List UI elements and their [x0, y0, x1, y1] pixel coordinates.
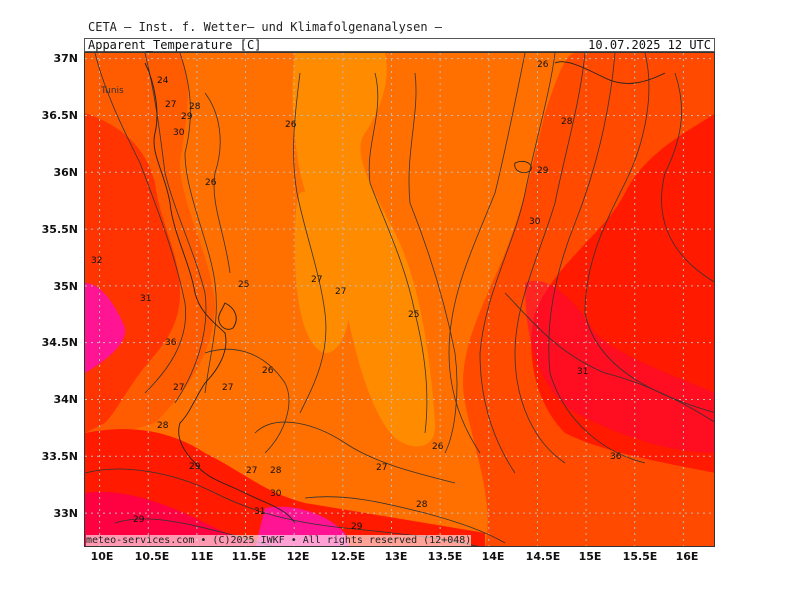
contour-label: 30 [173, 128, 185, 138]
title-bar: Apparent_Temperature [C] 10.07.2025 12 U… [84, 38, 715, 52]
copyright-footer: meteo-services.com • (C)2025 IWKF • All … [86, 535, 472, 546]
contour-label: 30 [529, 217, 541, 227]
lon-label-11-5: 11.5E [231, 550, 267, 563]
field-south-32 [85, 492, 274, 546]
contour-label: 31 [140, 294, 151, 304]
contour-label: 29 [537, 166, 549, 176]
field-east-32 [525, 280, 714, 453]
lon-label-15-5: 15.5E [622, 550, 658, 563]
datetime-label: 10.07.2025 12 UTC [588, 38, 711, 52]
contour-label: 25 [408, 310, 419, 320]
contour-label: 32 [91, 256, 102, 266]
contour-label: 26 [262, 366, 274, 376]
contour-label: 36 [610, 452, 622, 462]
contour-label: 31 [577, 367, 588, 377]
contour-label: 29 [133, 515, 145, 525]
lon-label-10-5: 10.5E [134, 550, 170, 563]
contour-label: 29 [189, 462, 201, 472]
lat-label-36-5: 36.5N [41, 109, 78, 122]
lon-label-16: 16E [675, 550, 699, 563]
lat-label-34: 34N [53, 393, 78, 406]
contour-label: 27 [246, 466, 257, 476]
lon-label-10: 10E [90, 550, 114, 563]
contour-label: 29 [181, 112, 193, 122]
field-band-24 [292, 53, 436, 447]
contour-label: 31 [254, 507, 265, 517]
contour-label: 26 [432, 442, 444, 452]
contour-label: 28 [561, 117, 573, 127]
variable-label: Apparent_Temperature [C] [88, 38, 262, 52]
contour-label: 30 [270, 489, 282, 499]
lon-label-12-5: 12.5E [330, 550, 366, 563]
contour-label: 25 [238, 280, 249, 290]
lon-label-13-5: 13.5E [427, 550, 463, 563]
lat-label-37: 37N [53, 52, 78, 65]
contour-label: 27 [335, 287, 346, 297]
city-label: Tunis [100, 86, 124, 96]
contour-label: 28 [416, 500, 428, 510]
contour-label: 27 [222, 383, 233, 393]
lon-label-13: 13E [384, 550, 408, 563]
contour-label: 29 [351, 522, 363, 532]
lon-label-14: 14E [481, 550, 505, 563]
lat-label-33-5: 33.5N [41, 450, 78, 463]
contour-label: 28 [270, 466, 282, 476]
lat-label-33: 33N [53, 507, 78, 520]
lon-label-11: 11E [190, 550, 214, 563]
header-title: CETA — Inst. f. Wetter— und Klimafolgena… [88, 20, 443, 34]
lat-label-34-5: 34.5N [41, 336, 78, 349]
lat-label-35-5: 35.5N [41, 223, 78, 236]
contour-label: 26 [537, 60, 549, 70]
lon-label-15: 15E [578, 550, 602, 563]
lat-lon-grid [85, 53, 714, 546]
contour-label: 26 [205, 178, 217, 188]
lat-label-35: 35N [53, 280, 78, 293]
contour-label: 27 [376, 463, 387, 473]
contour-label: 28 [157, 421, 169, 431]
contour-label: 26 [285, 120, 297, 130]
contour-label: 36 [165, 338, 177, 348]
lat-label-36: 36N [53, 166, 78, 179]
contour-label: 27 [173, 383, 184, 393]
field-west-34 [85, 283, 126, 373]
field-band-24b [295, 191, 352, 353]
contour-label: 27 [311, 275, 322, 285]
coastline [144, 61, 666, 524]
lon-label-12: 12E [286, 550, 310, 563]
map-panel: 24 27 28 29 30 26 26 28 29 30 26 32 31 25 27 27 25 36 26 27… [84, 52, 715, 547]
lon-label-14-5: 14.5E [525, 550, 561, 563]
contour-label: 27 [165, 100, 176, 110]
contour-label: 24 [157, 76, 169, 86]
contour-label: 28 [189, 102, 201, 112]
